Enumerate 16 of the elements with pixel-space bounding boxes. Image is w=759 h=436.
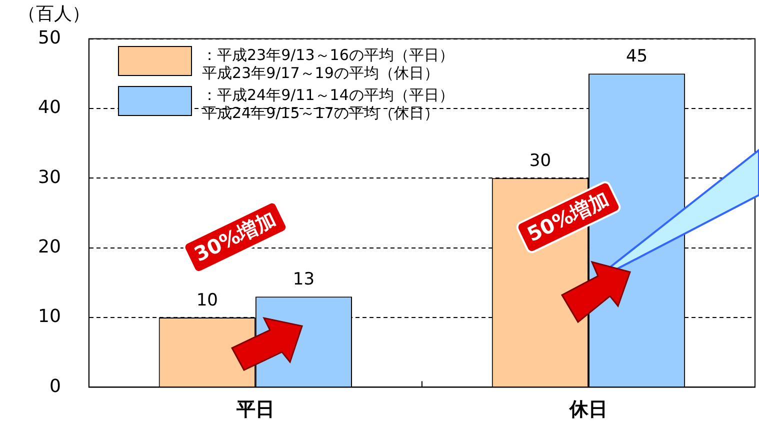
annotation: 50%増加 xyxy=(523,186,613,246)
y-tick-label: 40 xyxy=(38,97,61,118)
y-tick-label: 0 xyxy=(49,376,61,397)
y-tick-label: 30 xyxy=(38,166,61,188)
legend-label: ：平成23年9/13～16の平均（平日）平成23年9/17～19の平均（休日） xyxy=(202,46,454,82)
data-label: 13 xyxy=(292,270,315,290)
y-tick-label: 10 xyxy=(38,306,61,328)
x-tick-label: 平日 xyxy=(235,398,274,421)
y-tick-label: 50 xyxy=(38,27,61,48)
x-tick-label: 休日 xyxy=(568,398,608,421)
data-label: 10 xyxy=(196,290,218,310)
annotation: 30%増加 xyxy=(190,206,280,266)
data-label: 45 xyxy=(626,46,648,67)
data-label: 30 xyxy=(529,151,552,172)
y-axis-title: （百人） xyxy=(18,4,90,25)
y-tick-label: 20 xyxy=(38,236,61,258)
